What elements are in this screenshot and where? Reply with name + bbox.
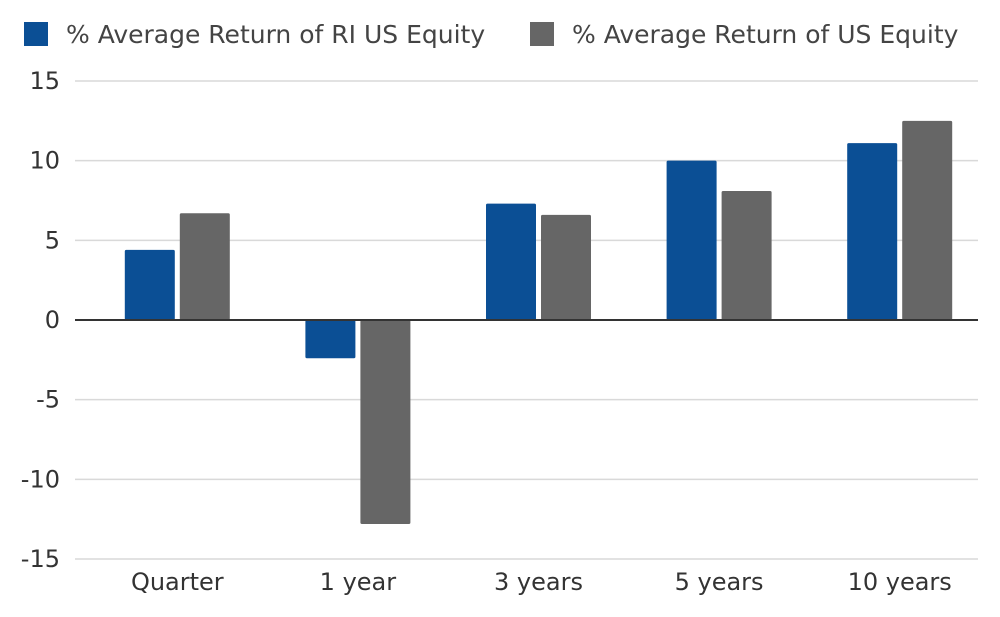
y-tick-label: -10: [21, 465, 60, 493]
x-tick-label: 10 years: [848, 568, 952, 596]
bar-us-equity: [179, 213, 230, 320]
legend-swatch-ri-us-equity: [24, 22, 48, 46]
y-tick-label: -5: [36, 386, 60, 414]
bar-us-equity: [360, 320, 411, 524]
legend-label-ri-us-equity: % Average Return of RI US Equity: [66, 20, 485, 49]
bar-ri-us-equity: [305, 320, 356, 359]
y-tick-label: 0: [45, 306, 60, 334]
y-tick-label: 5: [45, 226, 60, 254]
y-tick-label: -15: [21, 545, 60, 573]
legend: % Average Return of RI US Equity % Avera…: [24, 20, 959, 49]
bars: [124, 120, 953, 524]
x-tick-label: 1 year: [320, 568, 397, 596]
y-tick-label: 10: [29, 147, 60, 175]
bar-ri-us-equity: [486, 203, 536, 320]
bar-ri-us-equity: [666, 160, 717, 320]
bar-us-equity: [902, 120, 953, 320]
x-axis: Quarter 1 year 3 years 5 years 10 years: [131, 568, 952, 596]
x-tick-label: 3 years: [494, 568, 583, 596]
x-tick-label: Quarter: [131, 568, 224, 596]
y-axis: 15 10 5 0 -5 -10 -15: [21, 67, 60, 573]
bar-us-equity: [541, 214, 591, 320]
y-tick-label: 15: [29, 67, 60, 95]
legend-label-us-equity: % Average Return of US Equity: [572, 20, 959, 49]
legend-swatch-us-equity: [530, 22, 554, 46]
bar-us-equity: [721, 190, 772, 320]
bar-ri-us-equity: [124, 249, 175, 320]
x-tick-label: 5 years: [675, 568, 764, 596]
bar-ri-us-equity: [847, 143, 898, 320]
